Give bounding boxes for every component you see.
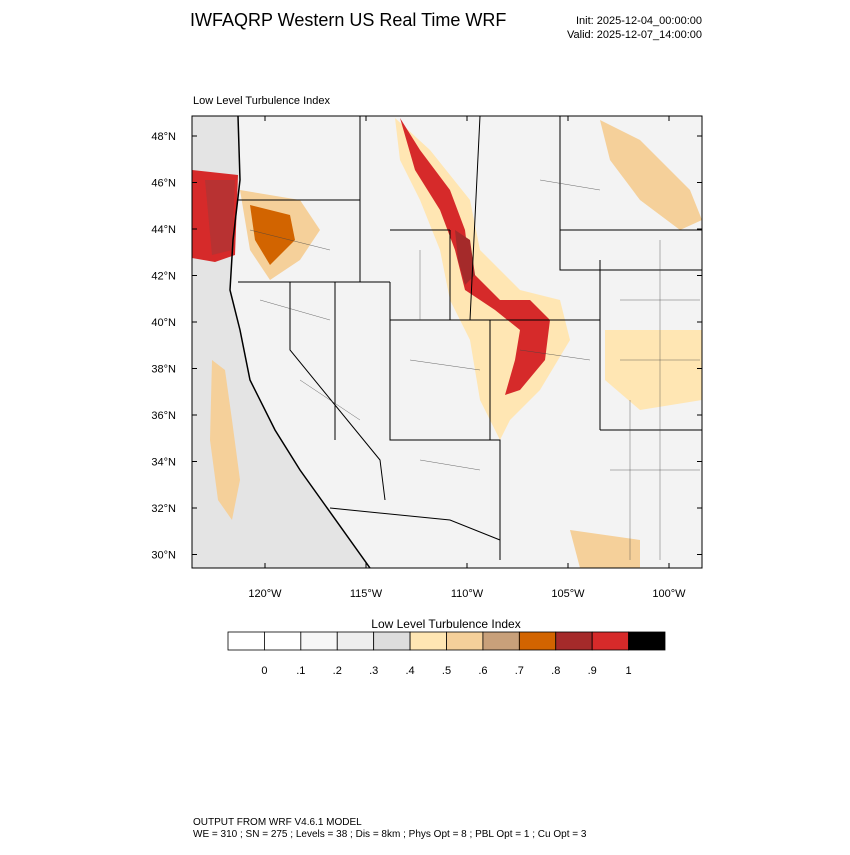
colorbar-box — [264, 631, 302, 651]
colorbar-box — [300, 631, 338, 651]
footer-line: WE = 310 ; SN = 275 ; Levels = 38 ; Dis … — [193, 829, 587, 840]
lat-label: 38°N — [151, 364, 176, 376]
lon-label: 115°W — [350, 588, 383, 600]
map — [192, 116, 702, 568]
colorbar-box — [628, 631, 666, 651]
lon-label: 105°W — [551, 588, 585, 600]
lat-label: 48°N — [151, 131, 176, 143]
valid-time: Valid: 2025-12-07_14:00:00 — [567, 29, 702, 41]
colorbar-box — [373, 631, 411, 651]
lon-label: 100°W — [652, 588, 686, 600]
lon-label: 120°W — [248, 588, 282, 600]
colorbar-box — [446, 631, 484, 651]
colorbar-box — [227, 631, 265, 651]
colorbar-box — [336, 631, 375, 651]
colorbar-label: .6 — [478, 665, 487, 677]
colorbar-label: .9 — [588, 665, 597, 677]
colorbar-label: 0 — [261, 665, 267, 677]
lat-label: 34°N — [151, 457, 176, 469]
colorbar-label: 1 — [626, 665, 632, 677]
colorbar-box — [591, 631, 629, 651]
map-frame — [191, 115, 703, 569]
init-time: Init: 2025-12-04_00:00:00 — [576, 15, 702, 27]
title: IWFAQRP Western US Real Time WRF — [190, 10, 506, 30]
colorbar-box — [409, 631, 447, 651]
colorbar-box — [518, 631, 557, 651]
lon-label: 110°W — [451, 588, 484, 600]
colorbar-label: .2 — [333, 665, 342, 677]
lat-label: 40°N — [151, 317, 176, 329]
colorbar-label: .7 — [515, 665, 524, 677]
lat-label: 32°N — [151, 503, 176, 515]
colorbar-label: .5 — [442, 665, 451, 677]
colorbar-label: .4 — [405, 665, 414, 677]
map-axes: 48°N 46°N 44°N 42°N 40°N 38°N 36°N 34°N 32°N 30°N… — [151, 116, 702, 600]
footer-line: OUTPUT FROM WRF V4.6.1 MODEL — [193, 817, 362, 828]
colorbar-title: Low Level Turbulence Index — [371, 617, 520, 631]
colorbar-label: .8 — [551, 665, 560, 677]
lat-label: 30°N — [151, 550, 176, 562]
colorbar-box — [482, 631, 520, 651]
colorbar-box — [555, 631, 593, 651]
colorbar-label: .3 — [369, 665, 378, 677]
lat-label: 36°N — [151, 410, 176, 422]
lat-label: 44°N — [151, 224, 176, 236]
colorbar: 0 .1 .2 .3 .4 .5 .6 .7 .8 .9 1 — [227, 631, 666, 677]
colorbar-label: .1 — [296, 665, 305, 677]
map-label: Low Level Turbulence Index — [193, 95, 330, 107]
lat-label: 42°N — [151, 271, 176, 283]
lat-label: 46°N — [151, 178, 176, 190]
